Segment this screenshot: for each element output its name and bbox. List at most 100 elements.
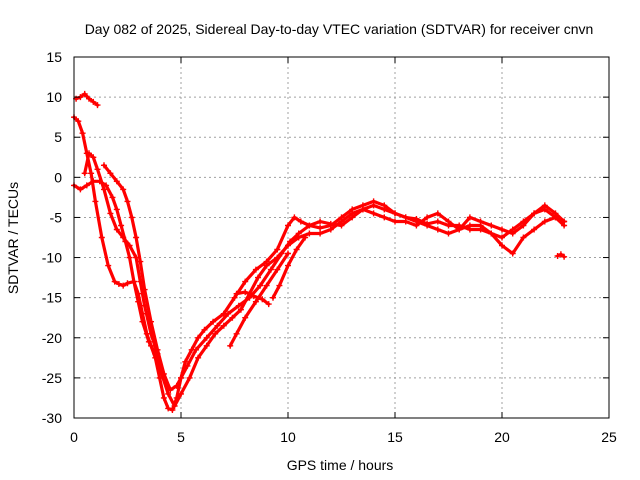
data-point <box>370 202 377 209</box>
data-point <box>75 118 82 125</box>
data-point <box>141 286 148 293</box>
data-point <box>160 370 167 377</box>
data-point <box>109 194 116 201</box>
data-point <box>252 266 259 273</box>
data-point <box>242 278 249 285</box>
data-point <box>285 242 291 249</box>
data-point <box>252 298 259 305</box>
data-point <box>274 254 281 261</box>
data-point <box>118 222 125 229</box>
data-point <box>434 210 441 217</box>
data-point <box>193 346 199 353</box>
data-point <box>285 250 291 257</box>
data-point <box>259 296 266 303</box>
y-tick-label: -20 <box>42 330 62 346</box>
data-point <box>86 150 92 157</box>
data-point <box>561 253 568 260</box>
data-point <box>466 214 473 221</box>
data-point <box>499 234 505 241</box>
data-point <box>98 234 105 241</box>
data-point <box>466 222 473 229</box>
data-point <box>557 251 564 258</box>
data-point <box>92 198 99 205</box>
data-point <box>434 226 441 233</box>
grid <box>74 57 609 418</box>
data-point <box>186 374 193 381</box>
data-point <box>214 322 221 329</box>
x-tick-label: 5 <box>177 429 185 445</box>
x-tick-label: 10 <box>280 429 296 445</box>
data-point <box>135 298 142 305</box>
data-point <box>554 253 561 259</box>
data-point <box>83 182 90 189</box>
y-axis-label: SDTVAR / TECUs <box>5 182 21 294</box>
y-tick-label: 0 <box>54 169 62 185</box>
data-point <box>94 102 101 109</box>
data-point <box>434 218 441 225</box>
data-point <box>488 222 495 229</box>
data-point <box>154 346 161 353</box>
plot-frame <box>73 56 610 419</box>
data-point <box>392 210 398 217</box>
y-tick-label: 10 <box>46 89 62 105</box>
data-point <box>115 281 122 287</box>
data-point <box>509 250 516 257</box>
data-point <box>349 210 356 217</box>
data-point <box>107 210 114 217</box>
data-point <box>79 130 86 137</box>
data-point <box>120 186 127 193</box>
series-track-f <box>233 289 272 308</box>
data-point <box>402 214 409 221</box>
y-tick-label: -10 <box>42 250 62 266</box>
data-point <box>242 314 249 321</box>
data-point <box>233 290 240 297</box>
data-point <box>267 266 274 273</box>
data-point <box>255 274 261 281</box>
data-point <box>531 210 538 217</box>
data-point <box>165 405 172 412</box>
data-point <box>338 218 345 225</box>
data-point <box>178 374 184 381</box>
data-point <box>541 206 548 213</box>
data-point <box>220 322 227 329</box>
data-point <box>111 278 118 285</box>
data-point <box>229 314 236 321</box>
data-point <box>167 386 174 393</box>
data-point <box>113 178 120 185</box>
data-point <box>113 226 120 233</box>
data-point <box>359 206 366 213</box>
data-point <box>133 234 140 241</box>
data-point <box>171 403 178 409</box>
data-point <box>96 178 103 185</box>
data-point <box>317 218 324 225</box>
data-point <box>195 334 202 341</box>
y-tick-label: -30 <box>42 410 62 426</box>
y-tick-label: 15 <box>46 49 62 65</box>
data-point <box>370 210 377 217</box>
data-point <box>165 390 172 397</box>
data-point <box>520 234 527 241</box>
series-track-h <box>270 234 309 301</box>
data-point <box>148 318 154 325</box>
data-point <box>178 390 184 397</box>
data-point <box>203 342 210 349</box>
data-point <box>306 230 313 237</box>
data-point <box>120 282 127 289</box>
data-point <box>285 222 291 229</box>
data-point <box>263 262 270 269</box>
data-point <box>424 214 431 221</box>
data-point <box>182 358 189 365</box>
data-point <box>285 262 291 269</box>
data-point <box>499 242 505 249</box>
x-axis-label: GPS time / hours <box>287 457 394 473</box>
data-point <box>561 218 568 225</box>
data-point <box>101 162 107 169</box>
data-point <box>231 294 238 301</box>
data-point <box>295 234 302 241</box>
data-point <box>139 318 146 325</box>
data-point <box>94 166 101 173</box>
data-point <box>445 218 452 225</box>
data-point <box>392 218 398 225</box>
